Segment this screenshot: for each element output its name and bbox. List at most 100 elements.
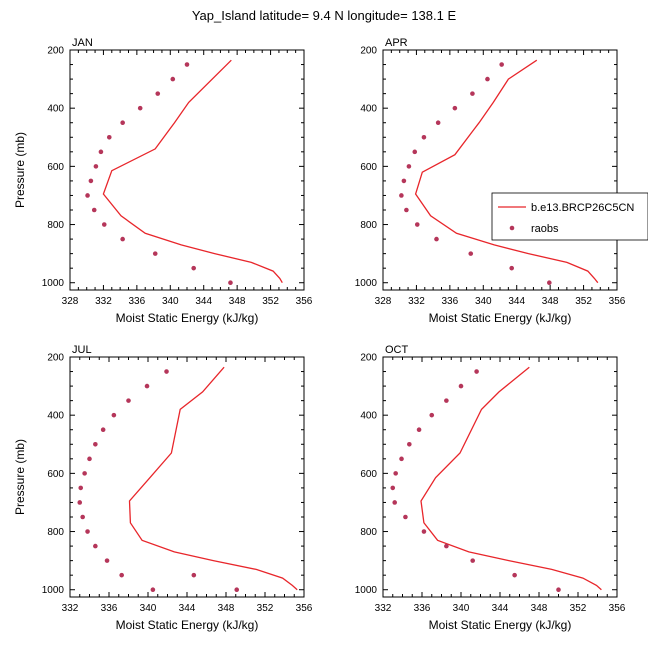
y-tick-label: 200 xyxy=(47,46,64,57)
x-tick-label: 356 xyxy=(296,603,313,614)
series-point-raobs xyxy=(77,500,83,505)
x-tick-label: 336 xyxy=(414,603,431,614)
series-point-raobs xyxy=(390,485,396,491)
series-point-raobs xyxy=(164,369,169,374)
series-point-raobs xyxy=(93,441,98,447)
series-point-raobs xyxy=(191,572,197,578)
y-tick-label: 400 xyxy=(360,411,377,422)
series-line-model xyxy=(420,366,602,591)
series-point-raobs xyxy=(101,222,107,227)
series-point-raobs xyxy=(414,222,420,227)
series-point-raobs xyxy=(499,62,504,67)
series-point-raobs xyxy=(82,471,87,476)
panel-jul: JUL 332 336 340 344 348 352 356 200 400 600 800 1000… xyxy=(13,344,313,632)
y-tick-label: 600 xyxy=(360,469,377,480)
legend: b.e13.BRCP26C5CN raobs xyxy=(491,192,648,241)
y-tick-label: 400 xyxy=(47,411,64,422)
x-axis-label: Moist Static Energy (kJ/kg) xyxy=(429,311,572,325)
x-tick-label: 348 xyxy=(229,296,246,307)
series-point-raobs xyxy=(470,91,475,96)
series-point-raobs xyxy=(98,149,104,155)
series-point-raobs xyxy=(401,178,407,184)
series-point-raobs xyxy=(87,456,92,462)
figure-title: Yap_Island latitude= 9.4 N longitude= 13… xyxy=(192,8,457,23)
plot-frame xyxy=(382,49,618,291)
series-point-raobs xyxy=(120,236,125,242)
x-tick-label: 340 xyxy=(453,603,470,614)
panel-label: APR xyxy=(385,37,408,49)
series-point-raobs xyxy=(191,265,196,271)
x-axis-label: Moist Static Energy (kJ/kg) xyxy=(116,618,259,632)
series-point-raobs xyxy=(170,76,176,82)
legend-label-raobs: raobs xyxy=(531,223,559,235)
x-tick-label: 356 xyxy=(609,603,626,614)
panel-label: JAN xyxy=(72,37,93,49)
series-point-raobs xyxy=(152,251,158,256)
series-point-raobs xyxy=(120,120,125,126)
x-tick-label: 344 xyxy=(195,296,212,307)
series-point-raobs xyxy=(80,514,85,520)
y-tick-label: 600 xyxy=(47,162,64,173)
series-point-raobs xyxy=(458,383,464,389)
series-point-raobs xyxy=(485,76,490,82)
plot-frame xyxy=(69,49,305,291)
legend-marker-swatch xyxy=(509,225,515,231)
series-point-raobs xyxy=(556,587,561,593)
series-point-raobs xyxy=(509,265,514,271)
x-tick-label: 336 xyxy=(129,296,146,307)
series-point-raobs xyxy=(106,134,112,140)
y-tick-label: 400 xyxy=(360,104,377,115)
series-point-raobs xyxy=(137,105,143,111)
y-tick-label: 800 xyxy=(360,220,377,231)
series-point-raobs xyxy=(512,572,517,578)
series-point-raobs xyxy=(85,193,90,198)
x-tick-label: 336 xyxy=(101,603,118,614)
y-tick-label: 600 xyxy=(47,469,64,480)
x-tick-label: 356 xyxy=(609,296,626,307)
x-tick-label: 332 xyxy=(95,296,112,307)
series-point-raobs xyxy=(88,178,94,184)
y-tick-label: 200 xyxy=(360,353,377,364)
series-point-raobs xyxy=(404,207,409,213)
series-point-raobs xyxy=(435,120,441,126)
series-point-raobs xyxy=(144,383,150,389)
series-point-raobs xyxy=(119,572,124,578)
series-point-raobs xyxy=(444,398,449,403)
series-point-raobs xyxy=(100,427,106,433)
series-point-raobs xyxy=(91,207,97,213)
series-point-raobs xyxy=(234,587,240,593)
x-tick-label: 328 xyxy=(375,296,392,307)
x-tick-label: 332 xyxy=(375,603,392,614)
series-point-raobs xyxy=(421,529,427,534)
legend-label-model: b.e13.BRCP26C5CN xyxy=(531,202,634,214)
series-point-raobs xyxy=(434,236,439,242)
y-tick-label: 800 xyxy=(360,527,377,538)
x-tick-label: 344 xyxy=(179,603,196,614)
series-point-raobs xyxy=(399,193,404,198)
series-point-raobs xyxy=(547,280,552,286)
panel-label: JUL xyxy=(72,344,92,356)
plot-frame xyxy=(382,356,618,598)
series-point-raobs xyxy=(150,587,156,593)
x-tick-label: 352 xyxy=(575,296,592,307)
panel-oct: OCT 332 336 340 344 348 352 356 200 400 600 800 1000… xyxy=(355,344,626,632)
series-point-raobs xyxy=(78,485,84,491)
x-tick-label: 340 xyxy=(140,603,157,614)
x-tick-label: 348 xyxy=(542,296,559,307)
series-point-raobs xyxy=(392,500,398,505)
y-tick-label: 1000 xyxy=(42,585,65,596)
x-tick-label: 348 xyxy=(531,603,548,614)
y-tick-label: 200 xyxy=(47,353,64,364)
panels: JAN 328 332 336 340 344 348 352 356 200 400 600 800 1… xyxy=(13,37,626,632)
series-point-raobs xyxy=(407,441,412,447)
series-point-raobs xyxy=(104,558,110,563)
series-point-raobs xyxy=(155,91,161,96)
series-point-raobs xyxy=(452,105,458,111)
y-tick-label: 200 xyxy=(360,46,377,57)
x-tick-label: 356 xyxy=(296,296,313,307)
x-tick-label: 328 xyxy=(62,296,79,307)
series-point-raobs xyxy=(393,471,398,476)
panel-jan: JAN 328 332 336 340 344 348 352 356 200 400 600 800 1… xyxy=(13,37,313,325)
y-tick-label: 800 xyxy=(47,220,64,231)
series-point-raobs xyxy=(126,398,131,403)
